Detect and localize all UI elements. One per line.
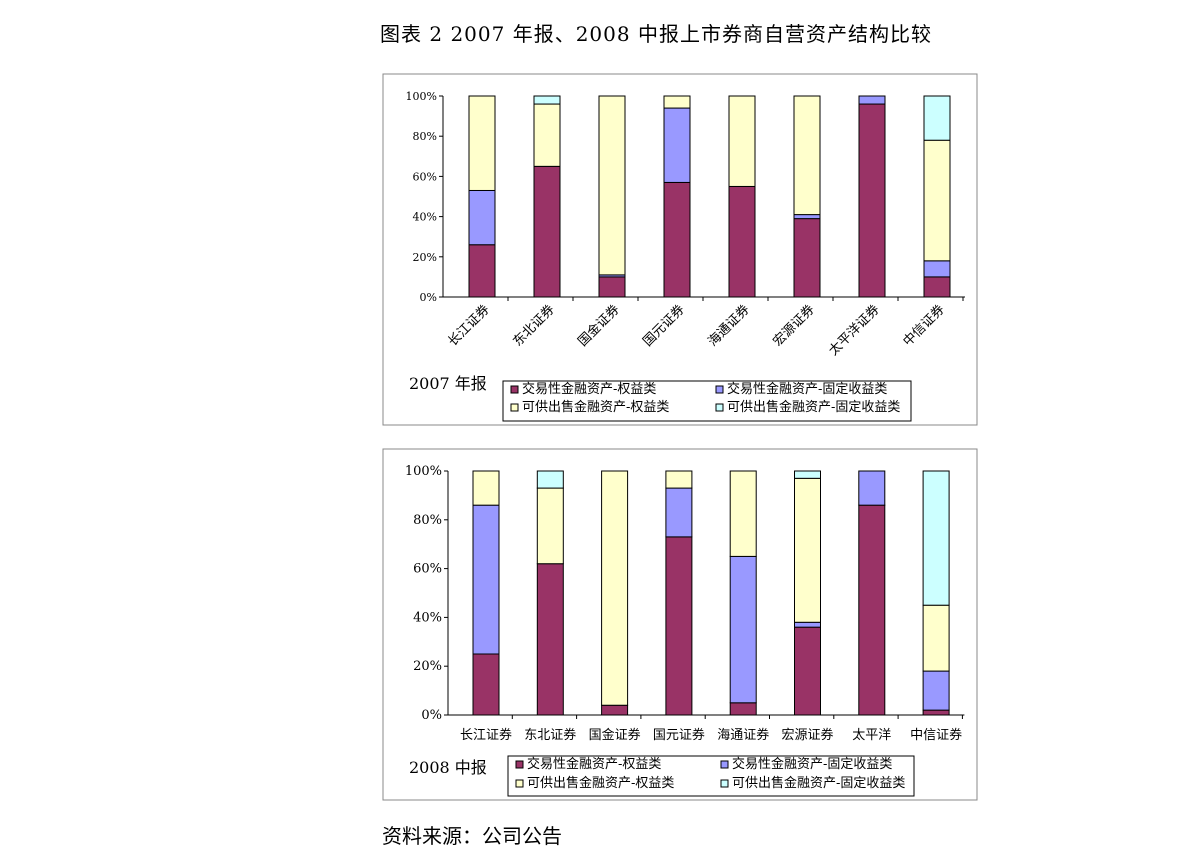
legend-label: 交易性金融资产-权益类 [522, 381, 656, 397]
bar-segment [793, 95, 821, 216]
chart-group: 0%20%40%60%80%100%长江证券 东北证券 国金证券 国元证券 海通证券 宏源… [382, 73, 978, 426]
legend-swatch [510, 385, 519, 394]
y-tick-label: 40% [413, 211, 437, 224]
bar-segment [663, 181, 691, 298]
bar-segment [533, 165, 561, 298]
bar-segment [728, 185, 756, 298]
bar-segment [468, 244, 496, 298]
bar-segment [533, 103, 561, 167]
bar-segment [663, 95, 691, 109]
legend-swatch [510, 403, 519, 412]
legend-swatch [715, 385, 724, 394]
y-tick-label: 0% [420, 291, 437, 304]
y-tick-label: 80% [413, 130, 437, 143]
bar-segment [533, 95, 561, 105]
y-tick-label: 60% [413, 170, 437, 183]
bar-segment [793, 218, 821, 298]
legend-label: 可供出售金融资产-权益类 [522, 399, 669, 415]
y-tick-label: 100% [406, 90, 437, 103]
bar-segment [858, 103, 886, 298]
bar-segment [598, 95, 626, 276]
bar-segment [663, 107, 691, 183]
bar-segment [923, 95, 951, 141]
bar-segment [923, 276, 951, 298]
bar-segment [468, 95, 496, 191]
legend-label: 可供出售金融资产-固定收益类 [727, 399, 900, 415]
bar-segment [923, 139, 951, 262]
legend-label: 交易性金融资产-固定收益类 [727, 381, 887, 397]
y-tick-label: 20% [413, 251, 437, 264]
legend-box [502, 380, 912, 422]
bar-segment [598, 276, 626, 298]
bar-segment [858, 95, 886, 105]
bar-segment [468, 189, 496, 246]
bar-segment [793, 214, 821, 220]
period-label: 2007 年报 [409, 374, 487, 393]
bar-segment [923, 260, 951, 278]
legend-swatch [715, 403, 724, 412]
figure-title: 图表 2 2007 年报、2008 中报上市券商自营资产结构比较 [380, 22, 932, 46]
source-note: 资料来源：公司公告 [382, 824, 562, 848]
bar-segment [728, 95, 756, 187]
